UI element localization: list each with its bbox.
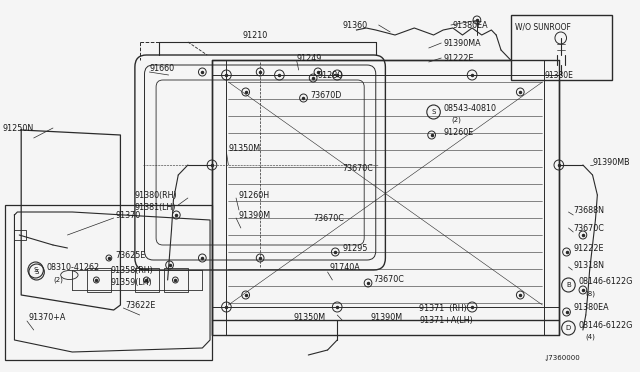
Bar	[15, 230, 26, 240]
Bar	[212, 60, 559, 335]
Text: (2): (2)	[451, 117, 461, 123]
Text: .J7360000: .J7360000	[545, 355, 580, 361]
Text: 73670D: 73670D	[310, 90, 342, 99]
Text: 91390M: 91390M	[371, 314, 403, 323]
Text: 91222E: 91222E	[443, 54, 474, 62]
Text: 91360: 91360	[342, 20, 367, 29]
Text: 73670C: 73670C	[573, 224, 604, 232]
Bar	[511, 15, 612, 80]
Text: 08146-6122G: 08146-6122G	[578, 278, 632, 286]
Text: 91740A: 91740A	[330, 263, 360, 273]
Text: 73688N: 73688N	[573, 205, 604, 215]
Bar	[164, 268, 188, 292]
Text: 73625E: 73625E	[116, 250, 146, 260]
Text: W/O SUNROOF: W/O SUNROOF	[515, 22, 572, 32]
Text: 91260E: 91260E	[443, 128, 474, 137]
Text: 91249: 91249	[297, 54, 322, 62]
Text: 91295: 91295	[342, 244, 367, 253]
Text: 91250N: 91250N	[3, 124, 34, 132]
Text: 91390MB: 91390MB	[593, 157, 630, 167]
Text: 91358(RH): 91358(RH)	[111, 266, 154, 275]
Text: 91660: 91660	[149, 64, 175, 73]
Text: (2): (2)	[53, 277, 63, 283]
Text: D: D	[566, 325, 571, 331]
Text: 91222E: 91222E	[573, 244, 604, 253]
Text: 91371+A(LH): 91371+A(LH)	[419, 315, 473, 324]
Text: 91380E: 91380E	[545, 71, 573, 80]
Bar	[135, 268, 159, 292]
Text: 73670C: 73670C	[342, 164, 373, 173]
Bar	[86, 268, 111, 292]
Text: S: S	[431, 109, 436, 115]
Text: 91371  (RH): 91371 (RH)	[419, 304, 467, 312]
Text: 08146-6122G: 08146-6122G	[578, 321, 632, 330]
Text: 73622E: 73622E	[125, 301, 156, 310]
Text: 08543-40810: 08543-40810	[443, 103, 496, 112]
Text: 91380EA: 91380EA	[453, 20, 488, 29]
Text: 91390M: 91390M	[239, 211, 271, 219]
Text: 91210: 91210	[243, 31, 268, 39]
Text: 91359(LH): 91359(LH)	[111, 278, 152, 286]
Text: (8): (8)	[586, 291, 596, 297]
Text: 73670C: 73670C	[374, 276, 404, 285]
Text: 91380(RH): 91380(RH)	[135, 190, 177, 199]
Text: 91350M: 91350M	[294, 314, 326, 323]
Text: 91381(LH): 91381(LH)	[135, 202, 177, 212]
Text: 91280: 91280	[318, 71, 343, 80]
Text: 91260H: 91260H	[239, 190, 270, 199]
Text: (4): (4)	[586, 334, 596, 340]
Text: B: B	[566, 282, 571, 288]
Text: 91350M: 91350M	[228, 144, 260, 153]
Text: 91390MA: 91390MA	[443, 38, 481, 48]
Text: 73670C: 73670C	[313, 214, 344, 222]
Text: 08310-41262: 08310-41262	[46, 263, 99, 273]
Text: 91380EA: 91380EA	[573, 304, 609, 312]
Bar	[5, 205, 212, 360]
Text: 91318N: 91318N	[573, 260, 604, 269]
Text: S: S	[33, 267, 38, 273]
Text: 91370: 91370	[116, 211, 141, 219]
Text: 91370+A: 91370+A	[29, 314, 67, 323]
Text: S: S	[35, 269, 39, 275]
